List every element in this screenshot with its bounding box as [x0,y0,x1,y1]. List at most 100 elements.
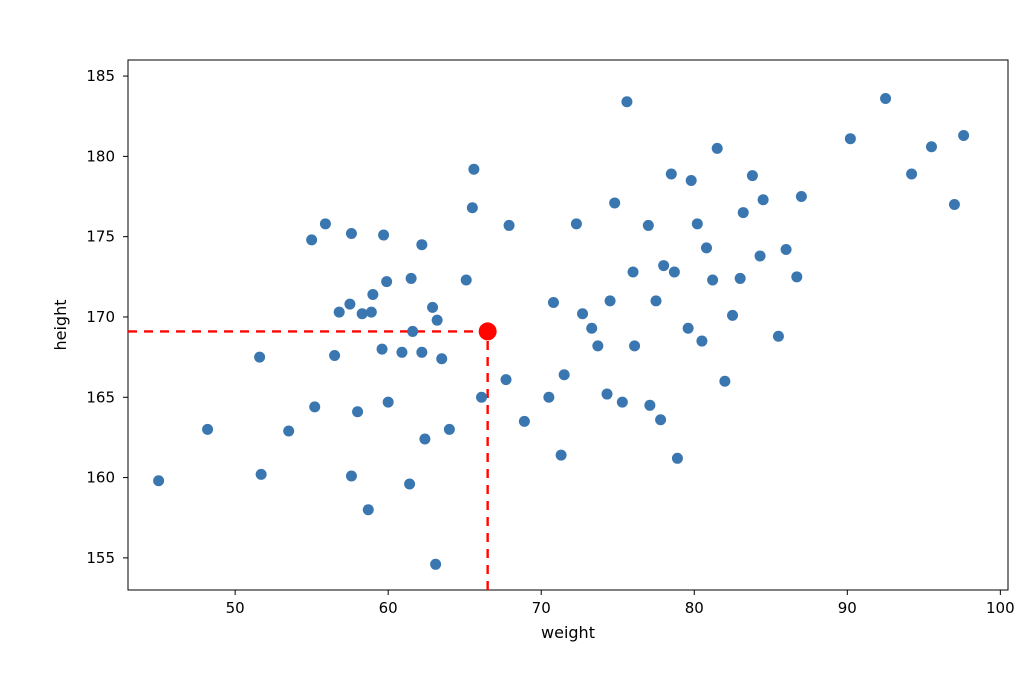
scatter-point [476,392,487,403]
x-tick-label: 100 [986,599,1015,617]
x-axis-label: weight [541,623,595,642]
scatter-point [658,260,669,271]
scatter-point [436,353,447,364]
scatter-point [344,299,355,310]
scatter-point [926,141,937,152]
y-tick-label: 155 [86,549,115,567]
scatter-point [468,164,479,175]
scatter-point [559,369,570,380]
scatter-point [735,273,746,284]
scatter-point [519,416,530,427]
scatter-point [504,220,515,231]
scatter-point [334,307,345,318]
scatter-point [651,295,662,306]
y-tick-label: 160 [86,469,115,487]
scatter-point [254,352,265,363]
scatter-point [758,194,769,205]
scatter-point [738,207,749,218]
scatter-point [707,275,718,286]
scatter-point [153,475,164,486]
scatter-point [378,230,389,241]
scatter-point [602,389,613,400]
scatter-point [773,331,784,342]
x-tick-label: 50 [226,599,245,617]
scatter-point [701,242,712,253]
scatter-point [655,414,666,425]
y-tick-label: 175 [86,228,115,246]
scatter-point [202,424,213,435]
scatter-point [586,323,597,334]
scatter-point [346,228,357,239]
scatter-point [320,218,331,229]
scatter-point [683,323,694,334]
scatter-point [949,199,960,210]
scatter-point [352,406,363,417]
y-axis-label: height [51,300,70,351]
scatter-point [329,350,340,361]
scatter-point [366,307,377,318]
scatter-point [696,336,707,347]
scatter-point [419,434,430,445]
scatter-point [577,308,588,319]
scatter-point [377,344,388,355]
scatter-point [727,310,738,321]
chart-svg: 5060708090100155160165170175180185weight… [0,0,1024,683]
scatter-point [609,197,620,208]
scatter-point [501,374,512,385]
scatter-point [617,397,628,408]
scatter-point [556,450,567,461]
scatter-point [444,424,455,435]
scatter-point [666,169,677,180]
scatter-point [880,93,891,104]
scatter-point [791,271,802,282]
x-tick-label: 80 [685,599,704,617]
scatter-point [432,315,443,326]
scatter-point [306,234,317,245]
scatter-point [781,244,792,255]
y-tick-label: 180 [86,147,115,165]
scatter-point [461,275,472,286]
scatter-point [712,143,723,154]
y-tick-label: 170 [86,308,115,326]
scatter-point [644,400,655,411]
scatter-point [427,302,438,313]
scatter-point [357,308,368,319]
scatter-point [845,133,856,144]
scatter-point [309,401,320,412]
scatter-point [383,397,394,408]
scatter-point [686,175,697,186]
scatter-point [548,297,559,308]
highlight-point [479,322,497,340]
y-tick-label: 185 [86,67,115,85]
scatter-point [416,347,427,358]
scatter-point [629,340,640,351]
scatter-chart: 5060708090100155160165170175180185weight… [0,0,1024,683]
scatter-point [363,504,374,515]
scatter-point [605,295,616,306]
scatter-point [381,276,392,287]
scatter-point [396,347,407,358]
scatter-point [256,469,267,480]
scatter-point [669,267,680,278]
scatter-point [719,376,730,387]
scatter-point [643,220,654,231]
scatter-point [571,218,582,229]
scatter-point [404,479,415,490]
scatter-point [755,250,766,261]
scatter-point [692,218,703,229]
scatter-point [543,392,554,403]
scatter-point [672,453,683,464]
scatter-point [407,326,418,337]
scatter-point [283,426,294,437]
scatter-point [621,96,632,107]
scatter-point [406,273,417,284]
scatter-point [796,191,807,202]
scatter-point [430,559,441,570]
scatter-point [367,289,378,300]
chart-background [0,0,1024,683]
scatter-point [906,169,917,180]
scatter-point [592,340,603,351]
scatter-point [958,130,969,141]
scatter-point [628,267,639,278]
y-tick-label: 165 [86,388,115,406]
